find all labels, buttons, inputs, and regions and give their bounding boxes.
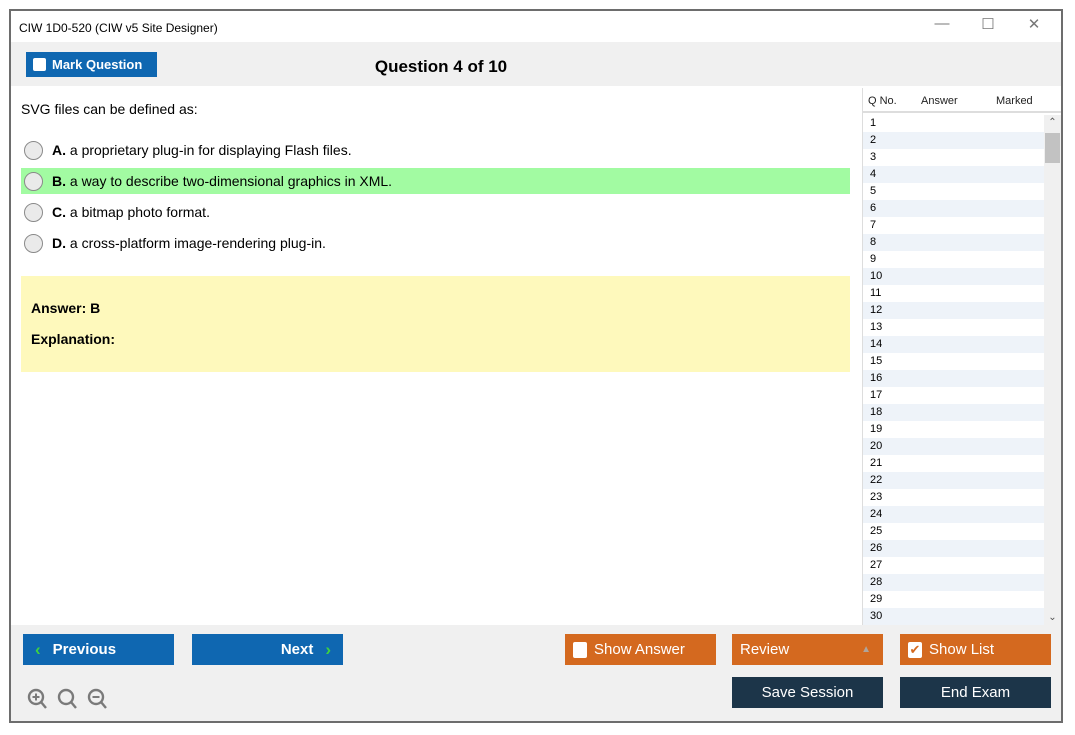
answer-box: Answer: B Explanation: xyxy=(21,276,850,372)
option-text: a proprietary plug-in for displaying Fla… xyxy=(69,142,352,158)
list-row[interactable]: 28 xyxy=(863,574,1044,591)
option-letter: C. xyxy=(52,204,66,220)
chevron-left-icon: ‹ xyxy=(35,639,41,659)
list-row[interactable]: 30 xyxy=(863,608,1044,625)
minimize-button[interactable]: — xyxy=(934,15,950,32)
option-b[interactable]: B. a way to describe two-dimensional gra… xyxy=(21,168,850,194)
header-marked: Marked xyxy=(996,95,1033,107)
list-row[interactable]: 22 xyxy=(863,472,1044,489)
question-title: Question 4 of 10 xyxy=(374,57,508,76)
list-row[interactable]: 23 xyxy=(870,491,883,503)
list-row[interactable]: 2 xyxy=(863,132,1044,149)
list-row[interactable]: 18 xyxy=(863,404,1044,421)
review-label: Review xyxy=(740,641,790,658)
checkbox-icon xyxy=(573,641,587,658)
question-list-panel: Q No. Answer Marked 1 2 3 4 5 6 7 8 9 10 11 12 13 14 1… xyxy=(862,88,1061,625)
explanation-label: Explanation: xyxy=(31,331,116,347)
scroll-up-icon[interactable]: ⌃ xyxy=(1048,117,1057,128)
list-row[interactable]: 17 xyxy=(870,389,883,401)
checkbox-checked-icon: ✔ xyxy=(908,641,922,658)
radio-icon[interactable] xyxy=(24,233,43,253)
option-a[interactable]: A. a proprietary plug-in for displaying … xyxy=(21,137,850,163)
scrollbar[interactable]: ⌃ ⌄ xyxy=(1044,115,1061,625)
list-row[interactable]: 5 xyxy=(870,185,877,197)
radio-icon[interactable] xyxy=(24,202,43,222)
list-row[interactable]: 21 xyxy=(870,457,883,469)
list-row[interactable]: 12 xyxy=(863,302,1044,319)
header-qno: Q No. xyxy=(868,95,897,107)
list-row[interactable]: 15 xyxy=(870,355,883,367)
zoom-reset-icon[interactable] xyxy=(57,688,77,709)
scroll-down-icon[interactable]: ⌄ xyxy=(1048,612,1057,623)
previous-button[interactable]: ‹ Previous xyxy=(23,634,174,665)
caret-up-icon: ▲ xyxy=(861,644,871,655)
next-button[interactable]: Next › xyxy=(192,634,343,665)
list-row[interactable]: 20 xyxy=(863,438,1044,455)
mark-question-label: Mark Question xyxy=(52,57,143,72)
show-answer-label: Show Answer xyxy=(594,641,685,658)
close-button[interactable]: ✕ xyxy=(1027,16,1041,33)
option-text: a way to describe two-dimensional graphi… xyxy=(69,173,393,189)
question-list: 1 2 3 4 5 6 7 8 9 10 11 12 13 14 15 16 17 18 19 20 21 22 23 24 2… xyxy=(863,115,1044,625)
previous-label: Previous xyxy=(52,641,117,658)
end-exam-button[interactable]: End Exam xyxy=(900,677,1051,708)
option-text: a cross-platform image-rendering plug-in… xyxy=(69,235,326,251)
option-d[interactable]: D. a cross-platform image-rendering plug… xyxy=(21,230,850,256)
header-answer: Answer xyxy=(921,95,958,107)
list-row[interactable]: 26 xyxy=(863,540,1044,557)
chevron-right-icon: › xyxy=(325,639,331,659)
list-row[interactable]: 1 xyxy=(870,117,877,129)
list-row[interactable]: 13 xyxy=(870,321,883,333)
option-c[interactable]: C. a bitmap photo format. xyxy=(21,199,850,225)
scrollbar-thumb[interactable] xyxy=(1045,133,1060,163)
zoom-controls xyxy=(27,688,107,709)
mark-question-button[interactable]: Mark Question xyxy=(26,52,157,77)
list-row[interactable]: 27 xyxy=(870,559,883,571)
list-row[interactable]: 19 xyxy=(870,423,883,435)
zoom-in-icon[interactable] xyxy=(27,688,47,709)
list-row[interactable]: 10 xyxy=(863,268,1044,285)
next-label: Next xyxy=(280,641,314,658)
list-row[interactable]: 14 xyxy=(863,336,1044,353)
answer-label: Answer: B xyxy=(31,300,101,316)
list-row[interactable]: 8 xyxy=(863,234,1044,251)
list-row[interactable]: 9 xyxy=(870,253,877,265)
list-row[interactable]: 4 xyxy=(863,166,1044,183)
list-row[interactable]: 25 xyxy=(870,525,883,537)
list-header: Q No. Answer Marked xyxy=(863,88,1061,113)
window-title: CIW 1D0-520 (CIW v5 Site Designer) xyxy=(19,21,218,35)
list-row[interactable]: 6 xyxy=(863,200,1044,217)
show-answer-button[interactable]: Show Answer xyxy=(565,634,716,665)
show-list-button[interactable]: ✔ Show List xyxy=(900,634,1051,665)
app-window: CIW 1D0-520 (CIW v5 Site Designer) — ☐ ✕… xyxy=(9,9,1063,723)
footer: ‹ Previous Next › Show Answer Review ▲ ✔ Sho… xyxy=(11,625,1061,721)
radio-icon[interactable] xyxy=(24,140,43,160)
list-row[interactable]: 11 xyxy=(870,287,882,299)
option-letter: B. xyxy=(52,173,66,189)
list-row[interactable]: 7 xyxy=(870,219,877,231)
list-row[interactable]: 24 xyxy=(863,506,1044,523)
list-row[interactable]: 16 xyxy=(863,370,1044,387)
option-text: a bitmap photo format. xyxy=(69,204,210,220)
option-letter: D. xyxy=(52,235,66,251)
maximize-button[interactable]: ☐ xyxy=(981,16,995,33)
review-button[interactable]: Review ▲ xyxy=(732,634,883,665)
show-list-label: Show List xyxy=(929,641,995,658)
zoom-out-icon[interactable] xyxy=(87,688,107,709)
question-area: SVG files can be defined as: A. a propri… xyxy=(11,86,860,625)
question-text: SVG files can be defined as: xyxy=(21,101,198,117)
save-session-button[interactable]: Save Session xyxy=(732,677,883,708)
list-row[interactable]: 29 xyxy=(870,593,883,605)
title-bar: CIW 1D0-520 (CIW v5 Site Designer) — ☐ ✕ xyxy=(11,11,1061,42)
toolbar: Mark Question Question 4 of 10 xyxy=(11,42,1061,86)
radio-icon[interactable] xyxy=(24,171,43,191)
list-row[interactable]: 3 xyxy=(870,151,877,163)
option-letter: A. xyxy=(52,142,66,158)
checkbox-icon xyxy=(33,58,46,71)
